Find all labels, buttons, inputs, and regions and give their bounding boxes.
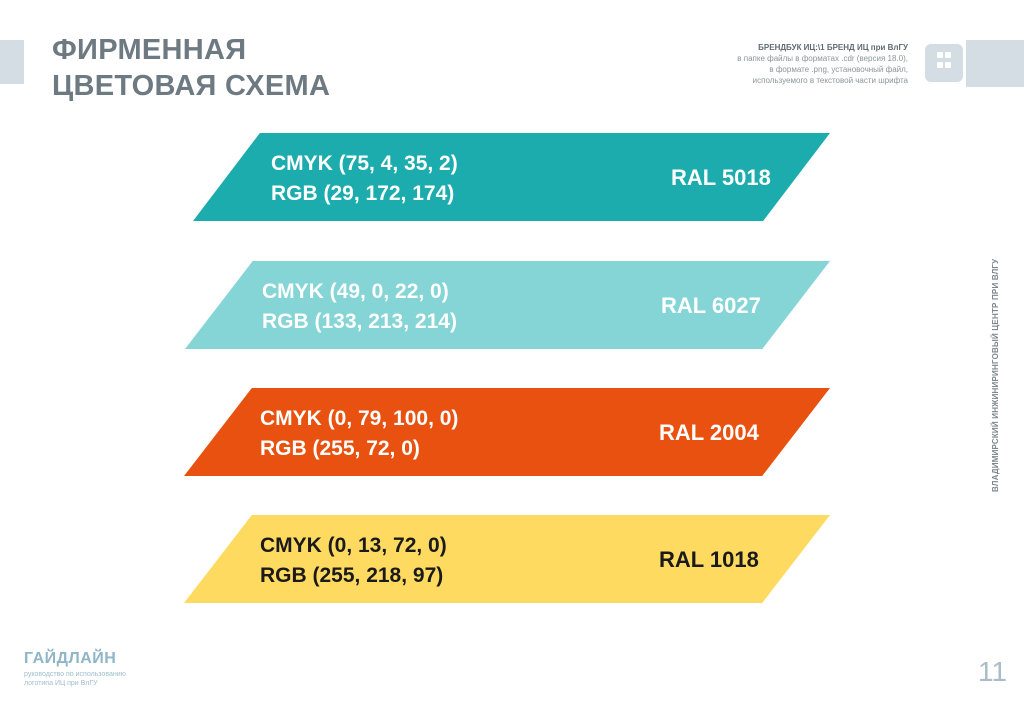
right-edge-tab [966,40,1024,87]
rgb-value: RGB (255, 218, 97) [260,564,444,587]
color-swatch-yellow: CMYK (0, 13, 72, 0) RGB (255, 218, 97) R… [184,515,830,603]
swatch-codes: CMYK (49, 0, 22, 0) RGB (133, 213, 214) [262,277,457,337]
ral-value: RAL 6027 [661,293,761,318]
color-swatch-orange: CMYK (0, 79, 100, 0) RGB (255, 72, 0) RA… [184,388,830,476]
footer-sub-line: руководство по использованию [24,671,126,678]
rgb-value: RGB (133, 213, 214) [262,310,457,333]
cmyk-value: CMYK (49, 0, 22, 0) [262,280,449,303]
color-swatch-teal: CMYK (75, 4, 35, 2) RGB (29, 172, 174) R… [193,133,830,221]
footer-subtitle: руководство по использованию логотипа ИЦ… [24,670,126,688]
cmyk-value: CMYK (0, 79, 100, 0) [260,407,459,430]
page-title: ФИРМЕННАЯ ЦВЕТОВАЯ СХЕМА [52,32,330,104]
ral-value: RAL 1018 [659,547,759,572]
swatch-codes: CMYK (75, 4, 35, 2) RGB (29, 172, 174) [271,149,458,209]
rgb-value: RGB (255, 72, 0) [260,437,420,460]
footer-title: ГАЙДЛАЙН [24,650,117,667]
ral-value: RAL 2004 [659,420,759,445]
color-swatch-light-teal: CMYK (49, 0, 22, 0) RGB (133, 213, 214) … [185,261,830,349]
cmyk-value: CMYK (0, 13, 72, 0) [260,534,447,557]
swatch-codes: CMYK (0, 13, 72, 0) RGB (255, 218, 97) [260,531,447,591]
brandbook-info: БРЕНДБУК ИЦ:\1 БРЕНД ИЦ при ВлГУ в папке… [737,42,908,86]
page-number: 11 [978,656,1008,687]
info-heading: БРЕНДБУК ИЦ:\1 БРЕНД ИЦ при ВлГУ [758,43,908,52]
info-line: в папке файлы в форматах .cdr (версия 18… [737,54,908,63]
footer-sub-line: логотипа ИЦ при ВлГУ [24,680,98,687]
vertical-organization-label: ВЛАДИМИРСКИЙ ИНЖИНИРИНГОВЫЙ ЦЕНТР ПРИ ВЛ… [991,258,1000,492]
info-line: в формате .png, установочный файл, [769,65,908,74]
title-line-1: ФИРМЕННАЯ [52,34,247,66]
rgb-value: RGB (29, 172, 174) [271,182,455,205]
file-folder-icon [925,44,963,82]
swatch-codes: CMYK (0, 79, 100, 0) RGB (255, 72, 0) [260,404,458,464]
ral-value: RAL 5018 [671,165,771,190]
cmyk-value: CMYK (75, 4, 35, 2) [271,152,458,175]
left-edge-tab [0,40,24,84]
info-line: используемого в текстовой части шрифта [752,76,908,85]
title-line-2: ЦВЕТОВАЯ СХЕМА [52,70,331,102]
